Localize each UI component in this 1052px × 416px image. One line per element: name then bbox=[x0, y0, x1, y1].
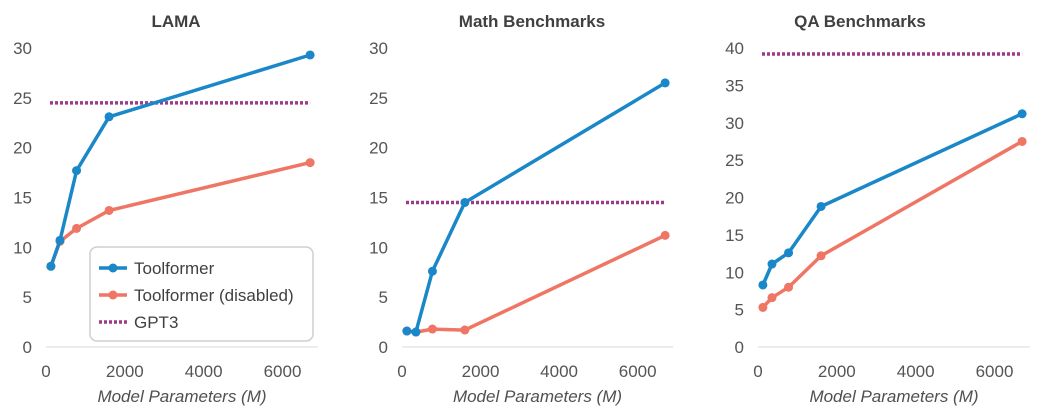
y-tick-label: 10 bbox=[725, 263, 744, 282]
x-tick-label: 2000 bbox=[818, 362, 856, 381]
data-point-toolformer bbox=[427, 266, 437, 276]
x-tick-label: 6000 bbox=[976, 362, 1014, 381]
data-point-toolformer bbox=[816, 201, 826, 211]
x-tick-label: 2000 bbox=[106, 362, 144, 381]
chart-title: LAMA bbox=[151, 12, 200, 31]
legend: Toolformer Toolformer (disabled) GPT3 bbox=[89, 246, 314, 342]
y-tick-label: 20 bbox=[369, 139, 388, 158]
chart-title: Math Benchmarks bbox=[459, 12, 605, 31]
data-point-toolformer-disabled bbox=[104, 205, 114, 215]
y-tick-label: 0 bbox=[23, 338, 32, 357]
data-point-toolformer-disabled bbox=[460, 325, 470, 335]
y-tick-label: 15 bbox=[725, 226, 744, 245]
y-tick-label: 0 bbox=[379, 338, 388, 357]
data-point-toolformer bbox=[767, 259, 777, 269]
y-tick-label: 25 bbox=[13, 89, 32, 108]
data-point-toolformer bbox=[660, 78, 670, 88]
x-axis-label: Model Parameters (M) bbox=[453, 387, 622, 406]
chart-title: QA Benchmarks bbox=[794, 12, 926, 31]
legend-item-toolformer-disabled: Toolformer (disabled) bbox=[99, 286, 294, 305]
y-tick-label: 35 bbox=[725, 76, 744, 95]
data-point-toolformer-disabled bbox=[816, 251, 826, 261]
data-point-toolformer bbox=[305, 50, 315, 60]
y-tick-label: 20 bbox=[13, 139, 32, 158]
y-tick-label: 30 bbox=[725, 114, 744, 133]
data-point-toolformer bbox=[758, 280, 768, 290]
x-tick-label: 0 bbox=[753, 362, 762, 381]
legend-marker bbox=[108, 290, 118, 300]
legend-label: Toolformer bbox=[134, 259, 215, 278]
data-point-toolformer-disabled bbox=[758, 302, 768, 312]
x-tick-label: 4000 bbox=[897, 362, 935, 381]
data-point-toolformer-disabled bbox=[1017, 136, 1027, 146]
y-tick-label: 5 bbox=[23, 288, 32, 307]
data-point-toolformer bbox=[104, 112, 114, 122]
legend-label: GPT3 bbox=[134, 313, 178, 332]
chart-panel-1: LAMA 0 5 10 15 20 25 30 0 2000 4000 6000 Model Param… bbox=[13, 12, 318, 406]
legend-box bbox=[89, 246, 314, 342]
data-point-toolformer bbox=[784, 248, 794, 258]
data-point-toolformer-disabled bbox=[427, 324, 437, 334]
data-point-toolformer-disabled bbox=[305, 158, 315, 168]
y-tick-label: 25 bbox=[725, 151, 744, 170]
data-point-toolformer bbox=[72, 166, 82, 176]
data-point-toolformer-disabled bbox=[767, 293, 777, 303]
data-point-toolformer bbox=[411, 327, 421, 337]
y-tick-label: 5 bbox=[379, 288, 388, 307]
x-tick-label: 4000 bbox=[185, 362, 223, 381]
y-tick-label: 30 bbox=[369, 39, 388, 58]
data-point-toolformer-disabled bbox=[660, 230, 670, 240]
y-tick-label: 0 bbox=[735, 338, 744, 357]
x-tick-label: 6000 bbox=[619, 362, 657, 381]
legend-label: Toolformer (disabled) bbox=[134, 286, 294, 305]
x-tick-label: 6000 bbox=[264, 362, 302, 381]
y-tick-label: 30 bbox=[13, 39, 32, 58]
series-line-toolformer-disabled bbox=[406, 233, 666, 334]
legend-item-toolformer: Toolformer bbox=[99, 259, 215, 278]
y-tick-label: 10 bbox=[369, 238, 388, 257]
y-tick-label: 10 bbox=[13, 238, 32, 257]
series-line-toolformer-disabled bbox=[761, 139, 1023, 309]
data-point-toolformer bbox=[1017, 109, 1027, 119]
x-tick-label: 4000 bbox=[540, 362, 578, 381]
x-tick-label: 0 bbox=[41, 362, 50, 381]
legend-item-gpt3: GPT3 bbox=[99, 313, 178, 332]
y-tick-label: 15 bbox=[369, 189, 388, 208]
y-tick-label: 15 bbox=[13, 189, 32, 208]
data-point-toolformer-disabled bbox=[72, 223, 82, 233]
y-tick-label: 40 bbox=[725, 39, 744, 58]
legend-marker bbox=[108, 263, 118, 273]
data-point-toolformer-disabled bbox=[784, 282, 794, 292]
y-tick-label: 20 bbox=[725, 189, 744, 208]
series-line-toolformer bbox=[49, 53, 311, 267]
x-axis-label: Model Parameters (M) bbox=[97, 387, 266, 406]
data-point-toolformer bbox=[460, 197, 470, 207]
series-line-toolformer bbox=[761, 112, 1023, 286]
x-tick-label: 0 bbox=[397, 362, 406, 381]
x-axis-label: Model Parameters (M) bbox=[809, 387, 978, 406]
chart-panel-2: Math Benchmarks 0 5 10 15 20 25 30 0 2000 4000 6000… bbox=[369, 12, 673, 406]
chart-panel-3: QA Benchmarks 0 5 10 15 20 25 30 35 40 0 2000 4000 60… bbox=[725, 12, 1030, 406]
x-tick-label: 2000 bbox=[462, 362, 500, 381]
data-point-toolformer bbox=[55, 235, 65, 245]
data-point-toolformer bbox=[402, 326, 412, 336]
y-tick-label: 25 bbox=[369, 89, 388, 108]
y-tick-label: 5 bbox=[735, 301, 744, 320]
data-point-toolformer bbox=[46, 261, 56, 271]
